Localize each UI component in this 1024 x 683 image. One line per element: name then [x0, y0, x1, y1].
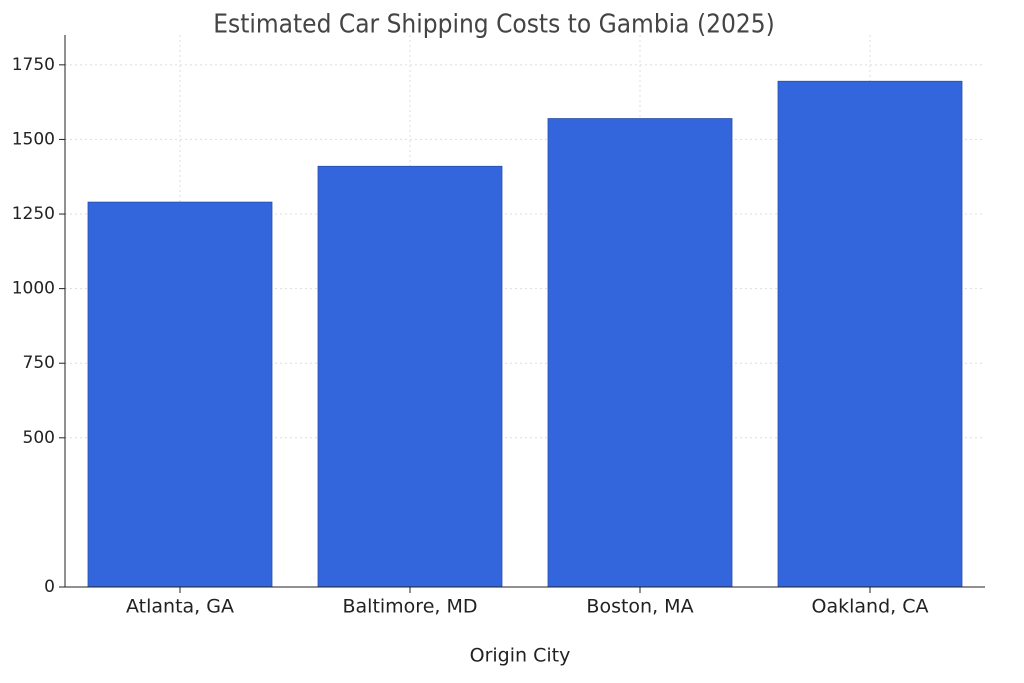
y-tick-label: 1250 [12, 204, 55, 224]
x-tick-label: Baltimore, MD [342, 596, 477, 618]
x-axis-label: Origin City [470, 645, 571, 667]
y-tick-label: 1750 [12, 55, 55, 75]
bar [87, 201, 273, 588]
bar [777, 80, 963, 588]
x-tick-label: Atlanta, GA [126, 596, 234, 618]
x-tick-label: Oakland, CA [812, 596, 929, 618]
y-tick-label: 500 [23, 428, 55, 448]
bar [317, 165, 503, 588]
bar [547, 118, 733, 588]
x-tick-label: Boston, MA [586, 596, 693, 618]
y-tick-label: 750 [23, 353, 55, 373]
y-tick-label: 1000 [12, 279, 55, 299]
chart-title: Estimated Car Shipping Costs to Gambia (… [213, 10, 774, 40]
y-tick-label: 0 [44, 577, 55, 597]
y-tick-label: 1500 [12, 129, 55, 149]
